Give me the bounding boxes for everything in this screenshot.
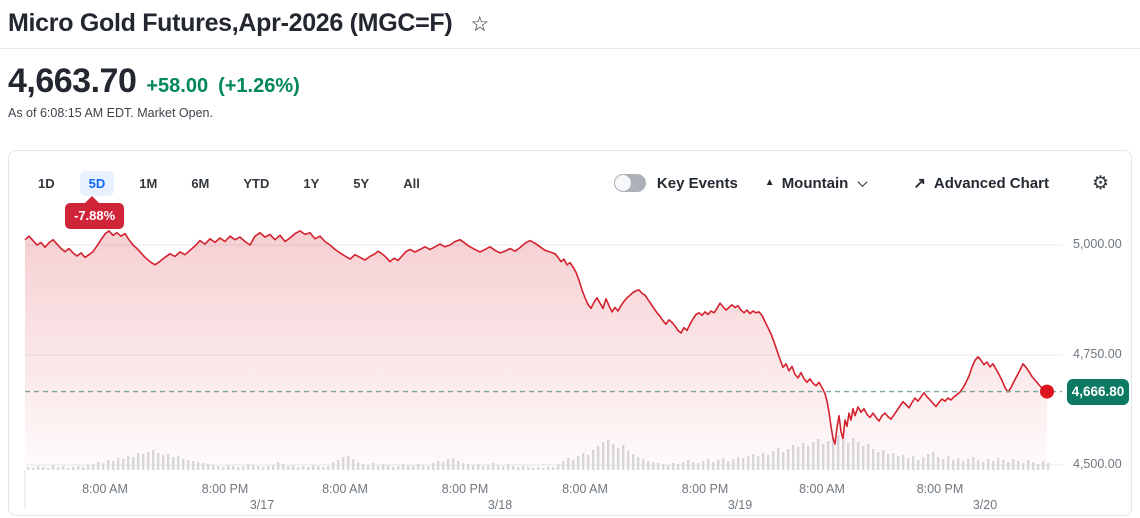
range-tab-all[interactable]: All: [403, 175, 420, 191]
x-axis-label: 3/19: [727, 498, 753, 512]
price-line: [24, 230, 1048, 445]
advanced-chart-button[interactable]: ↗ Advanced Chart: [913, 174, 1049, 193]
last-price-dot: [1040, 384, 1054, 399]
x-axis-label: 3/18: [487, 498, 513, 512]
x-axis-label: 8:00 PM: [681, 482, 729, 496]
x-axis-label: 8:00 AM: [562, 482, 608, 496]
chart-type-label: Mountain: [781, 174, 849, 192]
badge-pointer: [84, 196, 100, 204]
price-change-percent: (+1.26%): [218, 75, 300, 97]
range-tab-6m[interactable]: 6M: [191, 175, 210, 191]
chart-toolbar: 1D 5D 1M 6M YTD 1Y 5Y All Key Events ▲ M…: [9, 163, 1131, 203]
star-icon[interactable]: ☆: [470, 13, 490, 36]
chart-type-dropdown[interactable]: ▲ Mountain: [764, 174, 868, 192]
current-price-badge: 4,666.80: [1067, 378, 1129, 405]
expand-arrow-icon: ↗: [913, 175, 926, 192]
chevron-down-icon: [857, 176, 868, 187]
advanced-chart-label: Advanced Chart: [933, 174, 1049, 192]
y-axis-label: 4,500.00: [1073, 457, 1122, 471]
price-change: +58.00: [146, 75, 209, 97]
quote-header: Micro Gold Futures,Apr-2026 (MGC=F) ☆ 4,…: [0, 0, 1140, 120]
range-tab-1y[interactable]: 1Y: [303, 175, 320, 191]
as-of-text: As of 6:08:15 AM EDT. Market Open.: [8, 106, 213, 120]
range-tab-1d[interactable]: 1D: [38, 175, 55, 191]
key-events-toggle[interactable]: [613, 174, 646, 192]
volume-bar: [1047, 463, 1050, 470]
range-tab-5y[interactable]: 5Y: [353, 175, 370, 191]
x-axis-label: 8:00 AM: [799, 482, 845, 496]
current-price: 4,663.70: [8, 62, 137, 100]
chart-card: 1D 5D 1M 6M YTD 1Y 5Y All Key Events ▲ M…: [8, 150, 1132, 516]
x-axis-label: 8:00 PM: [201, 482, 249, 496]
price-chart[interactable]: [9, 151, 1131, 515]
range-tab-1m[interactable]: 1M: [139, 175, 158, 191]
range-change-badge: -7.88%: [65, 196, 125, 229]
x-axis-label: 3/17: [249, 498, 275, 512]
range-tab-5d[interactable]: 5D: [79, 170, 115, 196]
range-tab-ytd[interactable]: YTD: [243, 175, 270, 191]
key-events-label: Key Events: [656, 174, 738, 192]
page-title: Micro Gold Futures,Apr-2026 (MGC=F): [8, 9, 453, 37]
gear-icon[interactable]: ⚙: [1091, 172, 1109, 194]
area-fill: [25, 230, 1047, 470]
x-axis-label: 8:00 AM: [82, 482, 128, 496]
mountain-icon: ▲: [764, 177, 775, 188]
x-axis-label: 8:00 PM: [441, 482, 489, 496]
x-axis-label: 3/20: [972, 498, 998, 512]
x-axis-label: 8:00 PM: [916, 482, 964, 496]
range-change-value: -7.88%: [74, 208, 116, 223]
x-axis-label: 8:00 AM: [322, 482, 368, 496]
y-axis-label: 4,750.00: [1073, 347, 1122, 361]
y-axis-label: 5,000.00: [1073, 237, 1122, 251]
header-divider: [0, 48, 1140, 49]
toggle-knob: [614, 175, 631, 191]
